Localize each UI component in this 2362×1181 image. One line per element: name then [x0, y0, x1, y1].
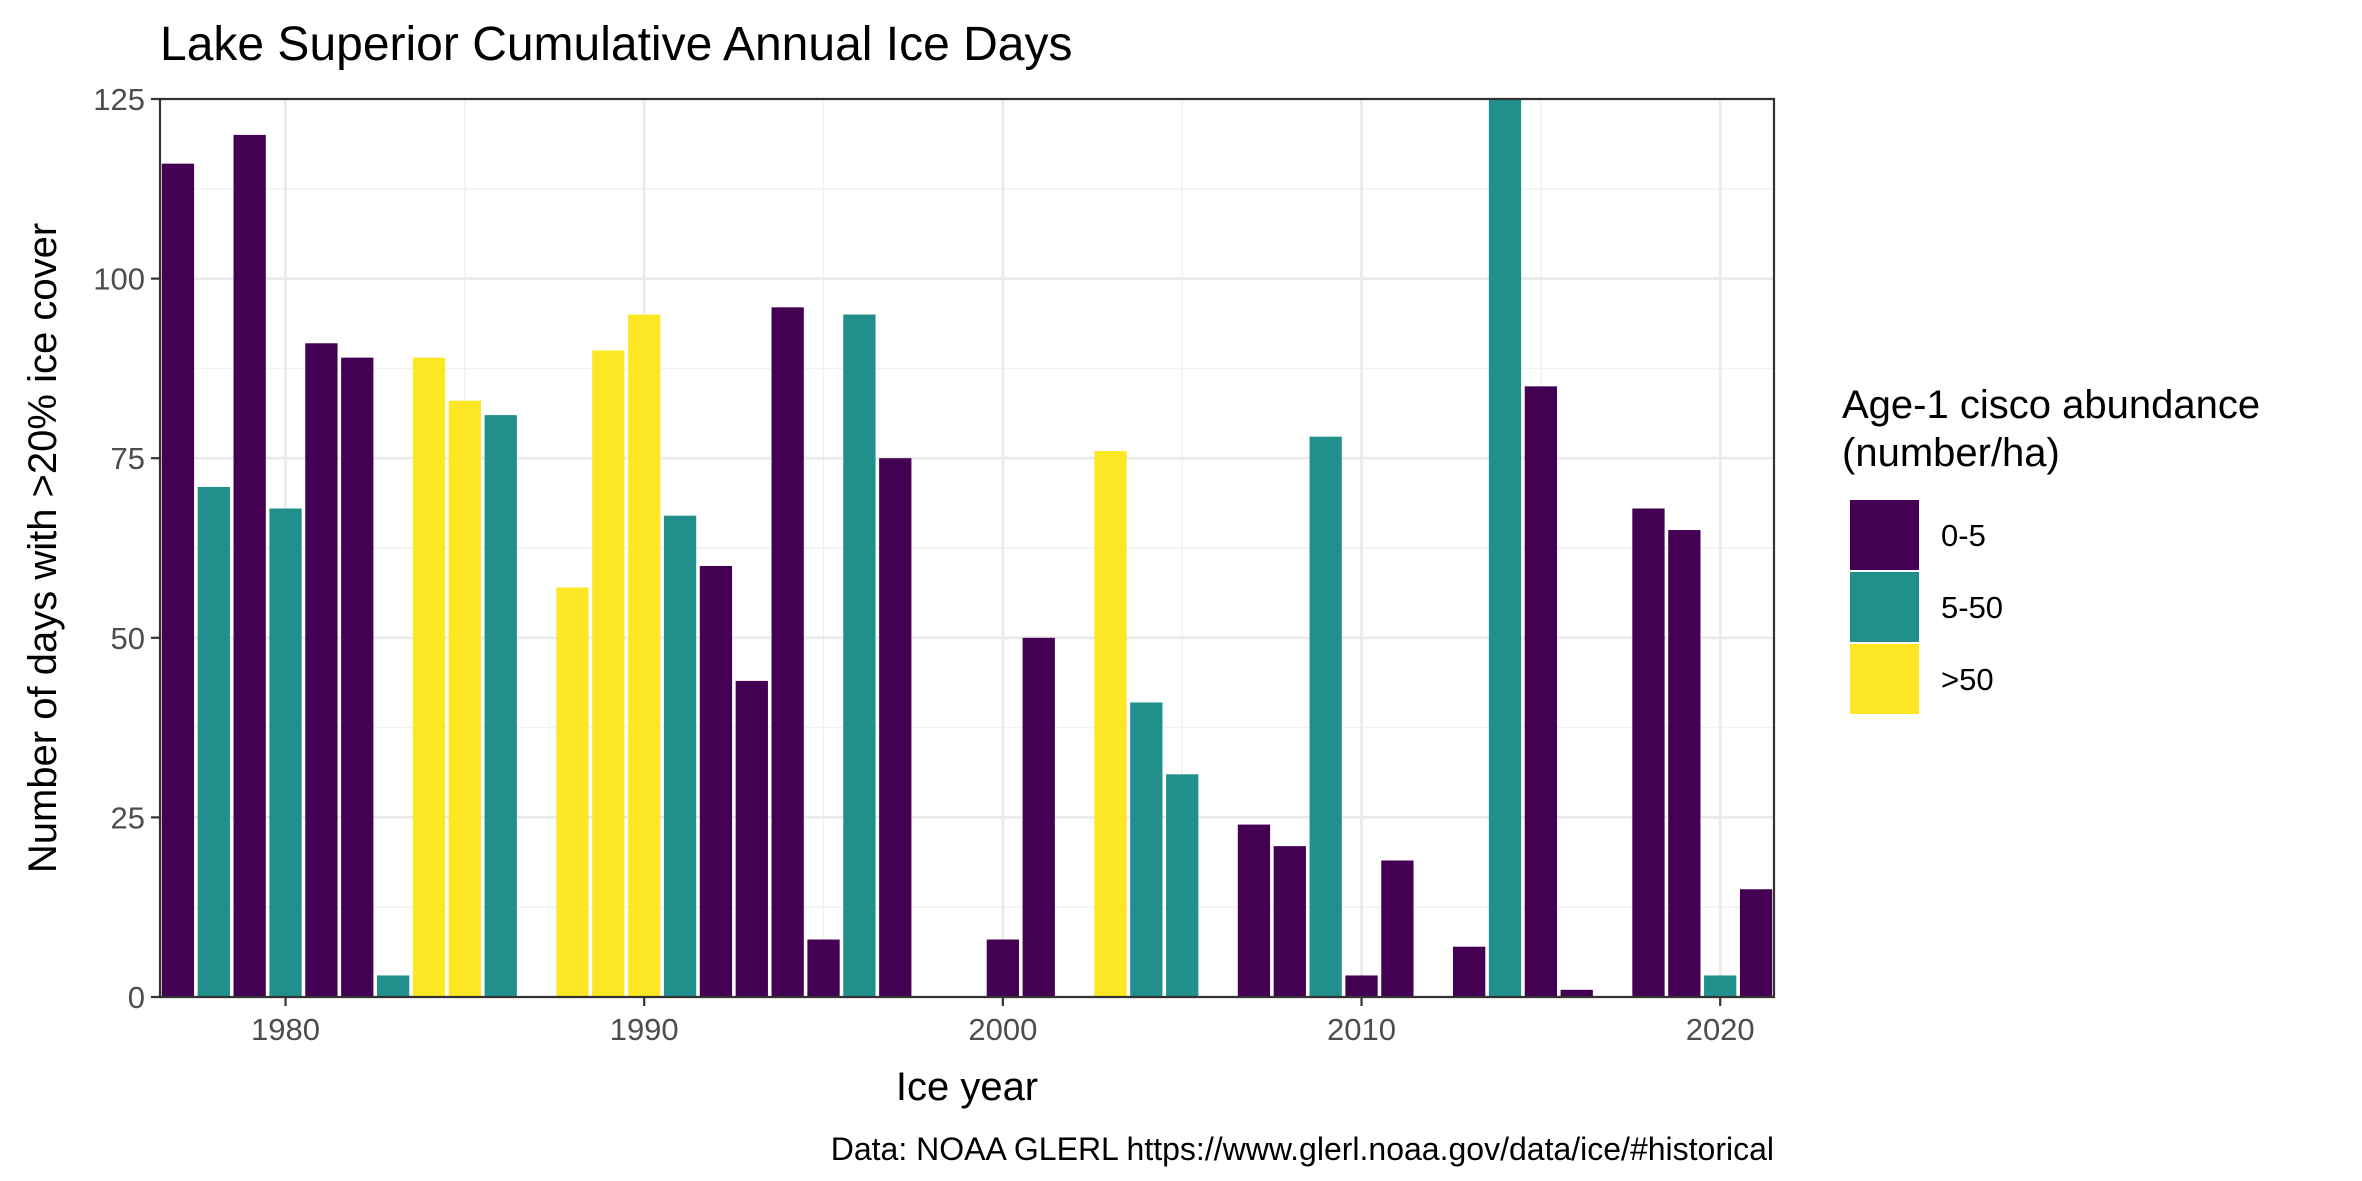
bar-1991	[663, 515, 697, 997]
bar-1995	[807, 939, 840, 997]
bar-1988	[556, 587, 589, 997]
bar-2021	[1739, 889, 1773, 997]
y-tick-label: 100	[93, 262, 145, 297]
bar-1983	[376, 975, 410, 997]
bar-1977	[161, 163, 195, 997]
bar-2011	[1381, 860, 1414, 997]
bar-2001	[1022, 637, 1055, 997]
bar-2015	[1524, 386, 1558, 997]
legend-label-low: 0-5	[1941, 518, 1986, 553]
bar-2009	[1309, 436, 1342, 997]
y-tick-label: 25	[111, 800, 145, 835]
x-axis: 1980 1990 2000 2010 2020	[251, 997, 1755, 1047]
bar-1981	[305, 343, 338, 998]
bar-2008	[1273, 846, 1306, 997]
legend-title-line2: (number/ha)	[1842, 431, 2060, 475]
bar-1985	[448, 400, 482, 997]
legend-label-high: >50	[1941, 662, 1994, 697]
bar-2007	[1237, 824, 1271, 997]
bar-2014	[1488, 99, 1522, 997]
bar-1997	[879, 458, 912, 997]
bar-1984	[412, 357, 446, 997]
bar-1979	[233, 134, 266, 998]
y-tick-label: 75	[111, 441, 145, 476]
legend-label-mid: 5-50	[1941, 590, 2003, 625]
x-tick-label: 2010	[1327, 1012, 1396, 1047]
bar-1992	[699, 565, 733, 997]
legend-key-mid	[1850, 572, 1919, 642]
data-source-caption: Data: NOAA GLERL https://www.glerl.noaa.…	[831, 1131, 1774, 1167]
bar-2000	[986, 939, 1020, 997]
bar-2004	[1130, 702, 1163, 997]
chart-title: Lake Superior Cumulative Annual Ice Days	[160, 18, 1073, 71]
bar-2019	[1668, 530, 1701, 997]
legend: Age-1 cisco abundance (number/ha) 0-5 5-5…	[1842, 383, 2260, 714]
bar-1980	[269, 508, 302, 997]
legend-keys: 0-5 5-50 >50	[1850, 500, 2003, 714]
plot-border	[158, 97, 1776, 999]
legend-key-high	[1850, 644, 1919, 714]
bar-2013	[1452, 946, 1486, 997]
y-tick-label: 125	[93, 82, 145, 117]
legend-title-line1: Age-1 cisco abundance	[1842, 383, 2260, 427]
bar-2016	[1560, 989, 1593, 997]
plot-panel	[158, 97, 1776, 999]
bar-1986	[484, 415, 517, 997]
y-axis-title: Number of days with >20% ice cover	[21, 223, 65, 873]
bar-2020	[1704, 975, 1737, 997]
bar-2018	[1632, 508, 1665, 997]
bar-1982	[341, 357, 374, 997]
x-tick-label: 1980	[251, 1012, 320, 1047]
bar-1989	[592, 350, 625, 997]
bar-1993	[735, 680, 768, 997]
x-axis-title: Ice year	[896, 1065, 1038, 1109]
bar-2010	[1345, 975, 1378, 997]
y-tick-label: 0	[128, 980, 145, 1015]
y-axis: 0 25 50 75 100 125	[93, 82, 160, 1015]
bar-2003	[1094, 451, 1127, 997]
x-tick-label: 1990	[610, 1012, 679, 1047]
bar-1996	[843, 314, 876, 997]
x-tick-label: 2000	[968, 1012, 1037, 1047]
x-tick-label: 2020	[1686, 1012, 1755, 1047]
bars	[161, 99, 1773, 998]
bar-1994	[771, 307, 804, 997]
legend-key-low	[1850, 500, 1919, 570]
bar-2005	[1166, 774, 1199, 997]
bar-1990	[628, 314, 661, 997]
bar-1978	[197, 486, 230, 997]
y-tick-label: 50	[111, 621, 145, 656]
